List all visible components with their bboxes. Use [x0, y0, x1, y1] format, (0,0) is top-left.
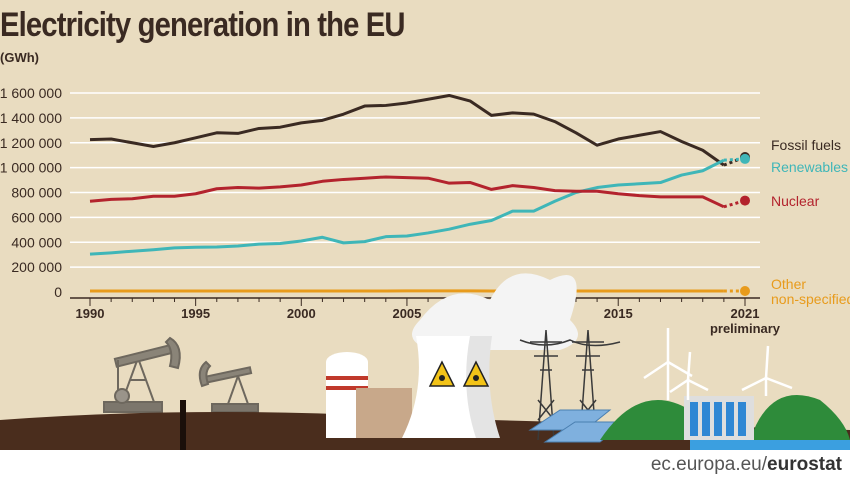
source-brand: eurostat [767, 454, 842, 475]
y-tick-label: 1 200 000 [0, 135, 62, 151]
landscape-illustration [0, 273, 850, 450]
y-tick-labels: 0 200 000 400 000 600 000 800 000 1 000 000 1 … [0, 85, 62, 300]
footer: ec.europa.eu/eurostat [0, 450, 850, 480]
y-tick-label: 1 600 000 [0, 85, 62, 101]
legend-entry: Renewables [771, 159, 848, 175]
series-line [89, 175, 725, 209]
legend-entry: Fossil fuels [771, 137, 841, 153]
y-tick-label: 800 000 [11, 185, 62, 201]
x-tick-labels: 1990199520002005201020152021 [76, 306, 760, 321]
x-tick-label: 2000 [287, 306, 316, 321]
y-axis-unit: (GWh) [0, 50, 39, 65]
legend: Fossil fuels Renewables Nuclear Other non-sp… [771, 137, 850, 307]
cooling-tower-icon [402, 273, 578, 438]
series-line [89, 158, 725, 256]
power-pylon-icon [519, 329, 621, 441]
source-link[interactable]: ec.europa.eu/eurostat [651, 454, 842, 476]
x-tick-label: 1990 [76, 306, 105, 321]
series-endpoint [740, 153, 750, 164]
oil-pump-icon [103, 336, 181, 413]
y-tick-label: 1 000 000 [0, 160, 62, 176]
nuclear-building-icon [326, 352, 412, 438]
oil-pump-icon [198, 360, 259, 413]
x-tick-label: 2005 [392, 306, 421, 321]
x-tick-label: 2015 [604, 306, 633, 321]
series-endpoint [740, 286, 750, 297]
x-tick-label: 1995 [181, 306, 210, 321]
chart-canvas: 0 200 000 400 000 600 000 800 000 1 000 000 1 … [0, 85, 850, 450]
y-tick-label: 1 400 000 [0, 110, 62, 126]
y-tick-label: 600 000 [11, 209, 62, 225]
y-tick-label: 200 000 [11, 259, 62, 275]
gridlines [70, 92, 760, 268]
preliminary-annotation: preliminary [710, 321, 781, 336]
legend-entry: Other non-specified [771, 276, 850, 307]
series-line [89, 93, 725, 167]
dam-icon [684, 396, 850, 450]
wind-turbine-icon [643, 328, 793, 400]
series-endpoint [740, 195, 750, 206]
series-lines [89, 93, 750, 297]
y-tick-label: 400 000 [11, 234, 62, 250]
y-tick-label: 0 [54, 284, 62, 300]
source-prefix: ec.europa.eu/ [650, 454, 768, 475]
x-tick-label: 2021 [731, 306, 760, 321]
x-axis [70, 297, 760, 306]
chart-title: Electricity generation in the EU [0, 6, 406, 44]
legend-entry: Nuclear [771, 193, 820, 209]
